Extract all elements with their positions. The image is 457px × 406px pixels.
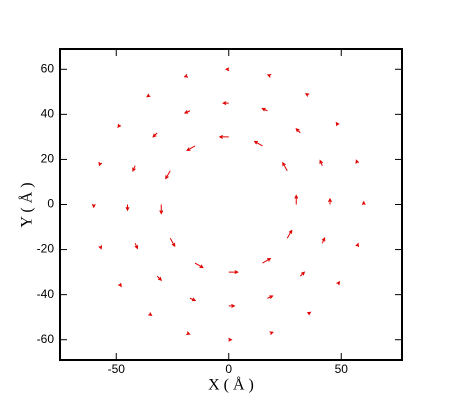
- vector-arrow: [146, 93, 151, 98]
- vector-arrow: [262, 258, 272, 264]
- vector-arrow: [355, 159, 360, 164]
- y-tick-label: 60: [41, 61, 55, 75]
- x-tick-label: 50: [335, 362, 349, 376]
- vector-arrow: [183, 73, 189, 78]
- vector-arrow: [307, 311, 312, 316]
- vector-arrow: [228, 337, 233, 342]
- vector-arrow: [165, 170, 171, 180]
- vector-arrow: [336, 280, 341, 286]
- y-tick-label: 0: [47, 197, 54, 211]
- vector-arrow: [132, 165, 136, 172]
- vector-arrow: [117, 123, 122, 129]
- x-axis-label: X ( Å ): [208, 376, 254, 394]
- vector-arrow: [189, 297, 197, 302]
- vector-arrow: [286, 229, 293, 239]
- vector-arrow: [118, 282, 122, 288]
- vector-arrow: [295, 127, 301, 134]
- vector-arrow: [91, 203, 96, 209]
- vector-arrow: [321, 237, 326, 244]
- vector-arrow: [355, 242, 360, 248]
- y-tick-label: 40: [41, 107, 55, 121]
- vector-arrow: [218, 134, 229, 139]
- vector-arrow: [186, 331, 191, 335]
- y-axis-label: Y ( Å ): [18, 182, 36, 227]
- x-tick-label: -50: [108, 362, 126, 376]
- vector-arrow: [228, 303, 236, 308]
- plot-frame: [59, 48, 403, 361]
- vector-arrow: [269, 331, 274, 336]
- vector-arrow: [319, 159, 323, 166]
- vector-arrow: [156, 275, 163, 282]
- vector-arrow: [335, 121, 340, 127]
- vector-arrow: [169, 238, 176, 248]
- vector-arrow: [299, 271, 306, 277]
- vector-arrow: [134, 243, 139, 250]
- vector-arrow: [282, 161, 288, 171]
- vector-arrow: [222, 101, 229, 106]
- vector-arrow: [224, 67, 230, 72]
- vector-arrow: [267, 295, 274, 299]
- vector-arrow: [266, 74, 272, 78]
- y-tick-label: -40: [37, 287, 55, 301]
- vector-arrow: [183, 110, 191, 114]
- vector-arrow: [98, 161, 103, 167]
- vector-arrow: [194, 262, 204, 269]
- vector-arrow: [305, 92, 310, 97]
- vector-arrow: [228, 270, 239, 275]
- vector-arrow: [328, 197, 332, 205]
- y-tick-label: -20: [37, 242, 55, 256]
- vector-arrow: [98, 245, 103, 250]
- vector-arrow: [125, 204, 130, 212]
- y-tick-label: -60: [37, 332, 55, 346]
- x-tick-label: 0: [225, 362, 232, 376]
- vector-arrow: [148, 312, 153, 317]
- vector-arrow: [186, 145, 196, 151]
- vector-arrow: [152, 132, 158, 138]
- vector-arrow: [361, 200, 366, 206]
- vector-arrow: [261, 107, 268, 112]
- y-tick-label: 20: [41, 152, 55, 166]
- vector-arrow: [253, 140, 263, 147]
- vector-arrow: [159, 204, 164, 215]
- vector-arrow: [294, 194, 299, 205]
